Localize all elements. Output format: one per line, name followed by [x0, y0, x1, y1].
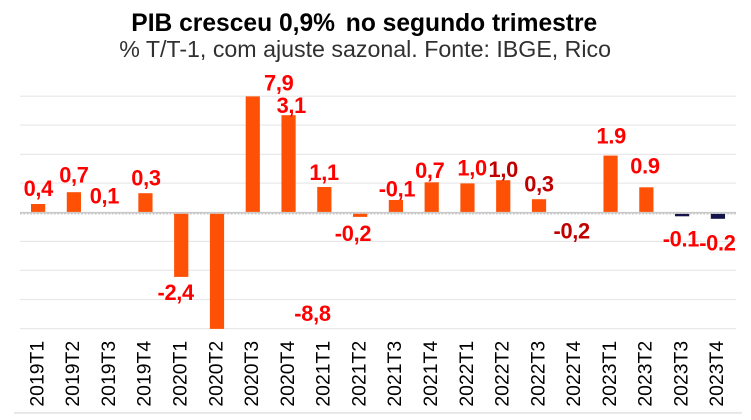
svg-text:-0,2: -0,2	[335, 221, 372, 246]
svg-text:-0.1: -0.1	[663, 227, 700, 252]
svg-text:0,3: 0,3	[524, 172, 554, 197]
svg-text:2019T3: 2019T3	[98, 341, 120, 407]
svg-text:2023T3: 2023T3	[670, 341, 692, 407]
svg-text:3,1: 3,1	[277, 93, 307, 118]
svg-text:-8,8: -8,8	[294, 301, 331, 326]
svg-text:2021T1: 2021T1	[313, 341, 335, 407]
svg-text:2021T3: 2021T3	[384, 341, 406, 407]
svg-text:1.9: 1.9	[597, 123, 627, 148]
svg-text:2020T4: 2020T4	[277, 341, 299, 407]
svg-text:2021T4: 2021T4	[420, 341, 442, 407]
svg-text:-0,1: -0,1	[379, 176, 416, 201]
svg-text:2022T2: 2022T2	[492, 341, 514, 407]
svg-text:2020T3: 2020T3	[241, 341, 263, 407]
svg-text:0.9: 0.9	[630, 153, 660, 178]
svg-text:PIB cresceu 0,9%no segundo tri: PIB cresceu 0,9% no segundo trimestre	[131, 10, 597, 37]
svg-text:2020T2: 2020T2	[205, 341, 227, 407]
svg-text:-0,2: -0,2	[554, 218, 591, 243]
svg-text:0,1: 0,1	[90, 183, 120, 208]
svg-text:0,4: 0,4	[24, 176, 54, 201]
svg-text:2023T1: 2023T1	[599, 341, 621, 407]
svg-text:2019T2: 2019T2	[62, 341, 84, 407]
svg-text:0,3: 0,3	[131, 166, 161, 191]
svg-text:2023T4: 2023T4	[706, 341, 728, 407]
svg-text:2022T1: 2022T1	[456, 341, 478, 407]
svg-text:2021T2: 2021T2	[348, 341, 370, 407]
svg-text:1,0: 1,0	[489, 157, 519, 182]
svg-text:2023T2: 2023T2	[635, 341, 657, 407]
svg-text:7,9: 7,9	[264, 70, 294, 95]
svg-text:% T/T-1, com ajuste sazonal. F: % T/T-1, com ajuste sazonal. Fonte: IBGE…	[119, 36, 611, 62]
svg-text:2019T1: 2019T1	[26, 341, 48, 407]
svg-text:-0.2: -0.2	[699, 230, 736, 255]
svg-text:-2,4: -2,4	[158, 280, 195, 305]
svg-text:2020T1: 2020T1	[170, 341, 192, 407]
svg-text:0,7: 0,7	[415, 158, 445, 183]
svg-text:1,1: 1,1	[309, 160, 339, 185]
svg-text:1,0: 1,0	[457, 156, 487, 181]
svg-text:2022T4: 2022T4	[563, 341, 585, 407]
svg-text:0,7: 0,7	[59, 163, 89, 188]
svg-text:2019T4: 2019T4	[134, 341, 156, 407]
svg-text:2022T3: 2022T3	[527, 341, 549, 407]
